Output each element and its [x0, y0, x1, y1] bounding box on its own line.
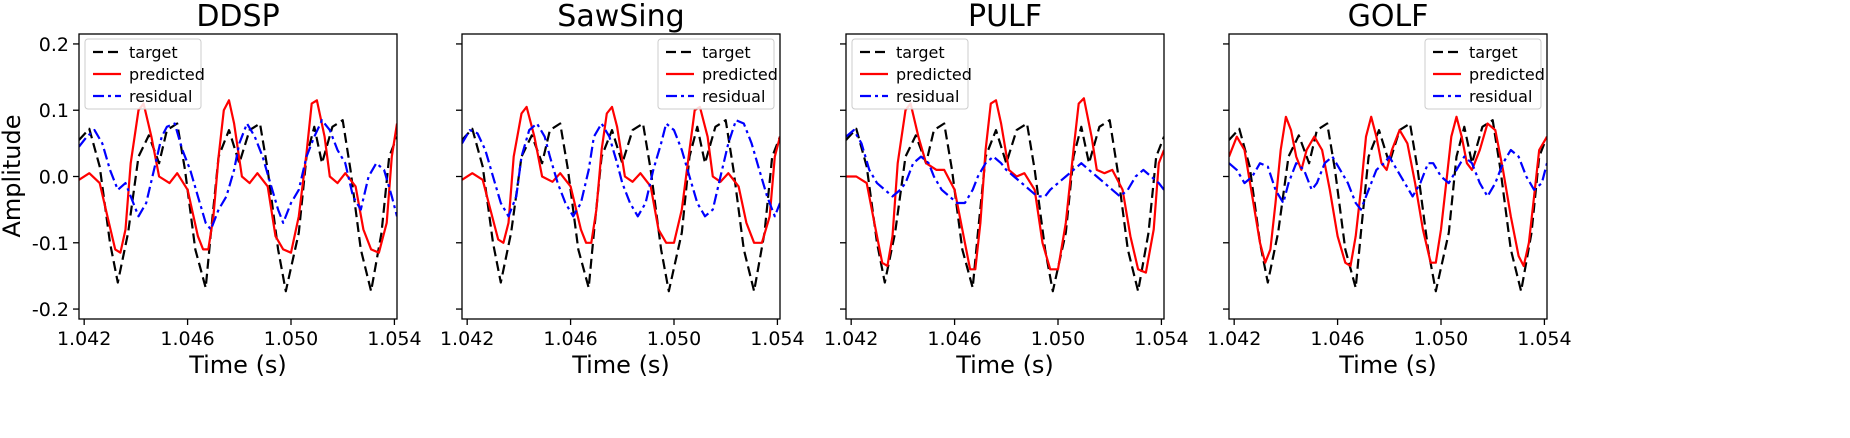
legend-box: [851, 38, 969, 110]
y-tick-label: 0.2: [39, 34, 69, 56]
x-tick-label: 1.042: [57, 328, 111, 350]
legend-box: [84, 38, 202, 110]
x-axis-label: Time (s): [1338, 351, 1437, 379]
x-tick-label: 1.046: [543, 328, 597, 350]
series-line-residual: [1229, 148, 1547, 211]
x-tick-label: 1.050: [647, 328, 701, 350]
series-line-residual: [462, 119, 780, 218]
series-line-residual: [79, 119, 397, 231]
chart-title: PULF: [968, 0, 1042, 34]
x-tick-label: 1.050: [1031, 328, 1085, 350]
x-tick-label: 1.054: [367, 328, 421, 350]
legend-label-target: target: [896, 43, 945, 62]
plot-frame: [461, 33, 781, 320]
x-axis-label: Time (s): [188, 351, 287, 379]
y-tick-label: -0.2: [32, 299, 69, 321]
legend: target predicted residual: [657, 38, 778, 110]
series-line-target: [1229, 119, 1547, 293]
y-tick-label: 0.1: [39, 100, 69, 122]
x-tick-label: 1.054: [750, 328, 804, 350]
x-axis-label: Time (s): [955, 351, 1054, 379]
series-line-target: [846, 119, 1164, 293]
plot-frame: [78, 33, 398, 320]
x-tick-label: 1.050: [264, 328, 318, 350]
x-tick-label: 1.054: [1134, 328, 1188, 350]
plot-frame: [845, 33, 1165, 320]
legend-box: [657, 38, 775, 110]
x-tick-label: 1.042: [440, 328, 494, 350]
legend-label-target: target: [1469, 43, 1518, 62]
plot-frame: [1228, 33, 1548, 320]
legend-label-residual: residual: [1469, 87, 1532, 106]
panel-sawsing: SawSing 1.042 1.046 1.050 1.054 Time (s) targe…: [440, 0, 805, 379]
x-tick-label: 1.042: [1207, 328, 1261, 350]
x-axis-label: Time (s): [571, 351, 670, 379]
series-line-predicted: [846, 97, 1164, 274]
legend-label-residual: residual: [896, 87, 959, 106]
legend-label-residual: residual: [702, 87, 765, 106]
legend-label-residual: residual: [129, 87, 192, 106]
series-line-predicted: [462, 105, 780, 244]
chart-title: GOLF: [1348, 0, 1429, 34]
panel-ddsp: DDSP 1.042 1.046 1.050 1.054 0.2 0.1 0.0 -0.1 -0.…: [32, 0, 422, 379]
series-line-predicted: [79, 99, 397, 254]
x-tick-label: 1.046: [927, 328, 981, 350]
x-tick-label: 1.046: [160, 328, 214, 350]
chart-title: SawSing: [557, 0, 684, 34]
y-tick-label: 0.0: [39, 167, 69, 189]
series-line-predicted: [1229, 115, 1547, 268]
legend-label-target: target: [702, 43, 751, 62]
legend-label-predicted: predicted: [896, 65, 972, 84]
legend: target predicted residual: [851, 38, 972, 110]
x-tick-label: 1.050: [1414, 328, 1468, 350]
x-tick-label: 1.042: [824, 328, 878, 350]
legend: target predicted residual: [84, 38, 205, 110]
panels: DDSP 1.042 1.046 1.050 1.054 0.2 0.1 0.0 -0.1 -0.…: [32, 0, 1572, 379]
panel-pulf: PULF 1.042 1.046 1.050 1.054 Time (s) target pr…: [824, 0, 1189, 379]
legend-label-predicted: predicted: [1469, 65, 1545, 84]
legend: target predicted residual: [1424, 38, 1545, 110]
chart-title: DDSP: [196, 0, 279, 34]
legend-label-predicted: predicted: [129, 65, 205, 84]
legend-box: [1424, 38, 1542, 110]
y-axis-label: Amplitude: [0, 115, 26, 238]
series-line-target: [79, 119, 397, 293]
panel-golf: GOLF 1.042 1.046 1.050 1.054 Time (s) target pr…: [1207, 0, 1572, 379]
x-tick-label: 1.054: [1517, 328, 1571, 350]
legend-label-target: target: [129, 43, 178, 62]
legend-label-predicted: predicted: [702, 65, 778, 84]
y-tick-label: -0.1: [32, 233, 69, 255]
x-tick-label: 1.046: [1310, 328, 1364, 350]
